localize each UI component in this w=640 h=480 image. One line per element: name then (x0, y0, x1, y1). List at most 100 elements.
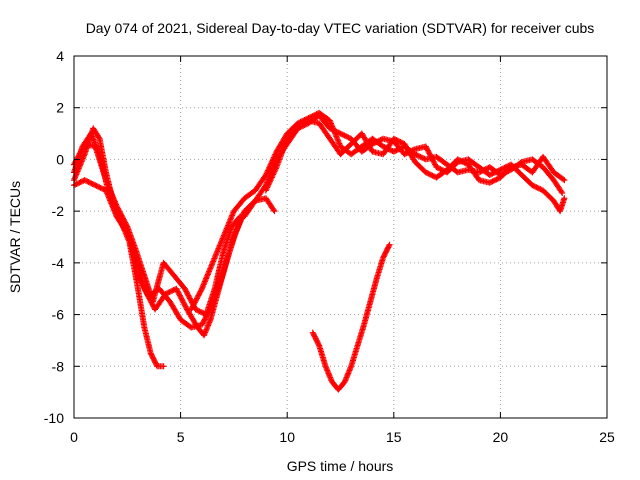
data-point (532, 183, 539, 190)
data-point (208, 302, 215, 309)
series-arc-late-dip (309, 241, 393, 393)
plot-area (71, 109, 568, 393)
data-point (486, 171, 493, 178)
data-point (86, 179, 93, 186)
data-point (160, 363, 167, 370)
data-point (492, 169, 499, 176)
data-point (197, 308, 204, 315)
chart-title: Day 074 of 2021, Sidereal Day-to-day VTE… (86, 20, 595, 36)
data-point (413, 151, 420, 158)
data-point (498, 166, 505, 173)
data-point (344, 133, 351, 140)
data-point (336, 129, 343, 136)
data-point (193, 307, 200, 314)
y-axis-label: SDTVAR / TECUs (7, 181, 23, 293)
data-point (195, 307, 202, 314)
data-point (338, 131, 345, 138)
data-point (390, 148, 397, 155)
data-point (96, 184, 103, 191)
data-point (76, 179, 83, 186)
x-tick-label: 0 (70, 429, 78, 445)
series-arc-main-mid (262, 117, 568, 194)
data-point (392, 148, 399, 155)
data-point (458, 158, 465, 165)
plot-frame (73, 55, 608, 419)
x-tick-label: 10 (279, 429, 295, 445)
data-point (393, 137, 400, 144)
data-point (561, 177, 568, 184)
data-point (390, 135, 397, 142)
series-arc-early-mid (71, 130, 248, 339)
data-point (345, 134, 352, 141)
data-point (100, 186, 107, 193)
data-point (401, 151, 408, 158)
data-point (494, 168, 501, 175)
data-point (560, 176, 567, 183)
data-point (501, 164, 508, 171)
data-point (297, 121, 304, 128)
data-point (337, 130, 344, 137)
data-point (396, 138, 403, 145)
data-point (374, 138, 381, 145)
data-point (166, 288, 173, 295)
data-point (497, 166, 504, 173)
data-point (74, 180, 81, 187)
data-point (85, 179, 92, 186)
data-point (377, 137, 384, 144)
data-point (433, 164, 440, 171)
data-point (380, 143, 387, 150)
data-point (97, 184, 104, 191)
data-point (340, 131, 347, 138)
data-point (530, 182, 537, 189)
data-point (434, 164, 441, 171)
data-point (424, 170, 431, 177)
data-point (370, 140, 377, 147)
data-point (489, 170, 496, 177)
data-point (490, 170, 497, 177)
data-point (392, 136, 399, 143)
y-tick-label: -8 (52, 358, 65, 374)
data-point (476, 169, 483, 176)
data-point (558, 188, 565, 195)
data-point (492, 177, 499, 184)
data-point (461, 159, 468, 166)
data-point (89, 180, 96, 187)
data-point (394, 137, 401, 144)
data-point (402, 150, 409, 157)
data-point (328, 126, 335, 133)
x-axis-label: GPS time / hours (287, 458, 394, 474)
data-point (426, 171, 433, 178)
data-point (82, 177, 89, 184)
x-tick-label: 20 (493, 429, 509, 445)
data-point (94, 183, 101, 190)
data-point (496, 167, 503, 174)
y-tick-label: -10 (44, 410, 64, 426)
data-point (73, 180, 80, 187)
data-point (420, 155, 427, 162)
data-point (418, 154, 425, 161)
data-point (437, 166, 444, 173)
data-point (490, 177, 497, 184)
data-point (534, 184, 541, 191)
x-tick-label: 5 (177, 429, 185, 445)
y-tick-label: 2 (56, 100, 64, 116)
data-point (298, 120, 305, 127)
data-point (95, 134, 102, 141)
data-point (300, 120, 307, 127)
data-point (301, 119, 308, 126)
data-point (493, 176, 500, 183)
data-point (436, 165, 443, 172)
data-point (500, 165, 507, 172)
data-point (417, 153, 424, 160)
data-point (330, 127, 337, 134)
y-tick-label: -6 (52, 307, 65, 323)
data-point (334, 129, 341, 136)
data-point (270, 206, 277, 213)
data-point (271, 208, 278, 215)
data-point (422, 169, 429, 176)
data-point (326, 125, 333, 132)
data-point (493, 168, 500, 175)
data-point (428, 171, 435, 178)
data-point (533, 184, 540, 191)
data-point (78, 178, 85, 185)
